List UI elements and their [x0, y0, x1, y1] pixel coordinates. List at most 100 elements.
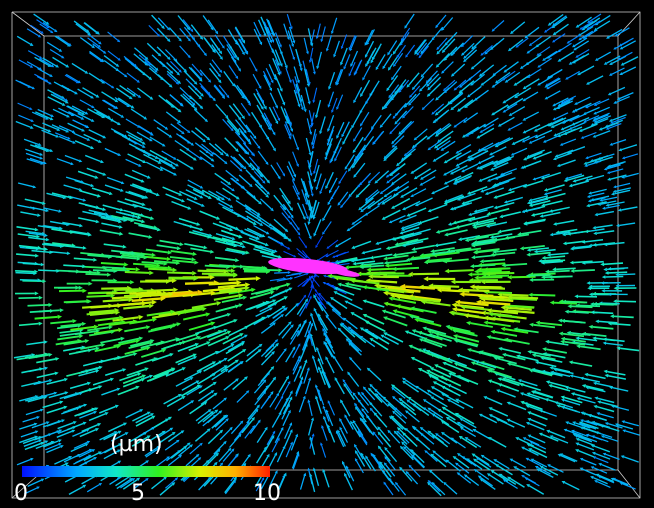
displacement-arrow [524, 134, 538, 142]
displacement-arrow [371, 454, 381, 467]
displacement-arrow [412, 188, 427, 197]
displacement-arrow-head [63, 405, 68, 410]
displacement-arrow-head [287, 409, 291, 414]
displacement-arrow [17, 102, 31, 110]
displacement-arrow-head [504, 79, 509, 83]
displacement-arrow [224, 479, 236, 494]
displacement-arrow [595, 457, 609, 464]
displacement-arrow-head [48, 81, 52, 85]
displacement-arrow [218, 220, 237, 230]
displacement-arrow [263, 112, 271, 125]
displacement-arrow-head [150, 413, 154, 417]
displacement-arrow [221, 296, 244, 303]
displacement-arrow [52, 56, 67, 67]
displacement-arrow-head [588, 191, 592, 195]
displacement-arrow-head [248, 141, 252, 145]
displacement-arrow-head [542, 57, 546, 61]
displacement-arrow-head [355, 157, 359, 161]
displacement-arrow-head [427, 86, 431, 91]
displacement-arrow-head [137, 372, 142, 376]
displacement-arrow-head [466, 321, 471, 326]
displacement-arrow-head [373, 412, 378, 416]
displacement-arrow [185, 78, 197, 90]
displacement-arrow [415, 128, 428, 139]
displacement-arrow [528, 458, 542, 467]
displacement-arrow [78, 450, 93, 458]
displacement-arrow-head [298, 272, 303, 276]
displacement-arrow [245, 207, 259, 217]
displacement-arrow [395, 185, 410, 196]
displacement-arrow [54, 456, 70, 465]
displacement-arrow [63, 346, 83, 352]
displacement-arrow [23, 138, 39, 146]
displacement-arrow-head [97, 423, 102, 427]
displacement-arrow-head [290, 324, 294, 328]
displacement-arrow-head [303, 294, 307, 298]
displacement-arrow-head [292, 57, 296, 61]
displacement-arrow [404, 378, 418, 389]
displacement-arrow [502, 211, 521, 218]
displacement-arrow-head [78, 334, 84, 339]
displacement-arrow-head [544, 96, 548, 100]
displacement-arrow [511, 106, 526, 115]
displacement-arrow-head [277, 255, 282, 259]
displacement-arrow-head [601, 275, 606, 279]
displacement-arrow [353, 256, 372, 262]
displacement-arrow [214, 416, 227, 428]
displacement-arrow-head [375, 66, 379, 71]
displacement-arrow [472, 123, 486, 133]
displacement-arrow [154, 369, 173, 378]
displacement-arrow [548, 341, 569, 346]
displacement-arrow-head [169, 427, 174, 431]
displacement-arrow [449, 358, 467, 367]
displacement-arrow [384, 209, 401, 219]
displacement-arrow-head [344, 282, 350, 287]
displacement-arrow [185, 455, 198, 467]
displacement-arrow [574, 245, 592, 249]
displacement-arrow-head [592, 336, 597, 341]
displacement-arrow-head [459, 291, 465, 297]
displacement-arrow [587, 228, 605, 233]
displacement-arrow-head [406, 399, 410, 403]
displacement-arrow-head [541, 275, 546, 280]
displacement-arrow [582, 468, 597, 476]
displacement-arrow [225, 343, 242, 355]
displacement-arrow [230, 422, 242, 435]
displacement-arrow [425, 327, 447, 335]
displacement-arrow [328, 125, 335, 140]
displacement-arrow [34, 73, 47, 81]
displacement-arrow [592, 476, 608, 485]
displacement-arrow [381, 183, 394, 193]
displacement-arrow [46, 41, 60, 51]
displacement-arrow-head [296, 453, 300, 457]
displacement-arrow [388, 172, 400, 183]
displacement-arrow [342, 121, 350, 135]
displacement-arrow [296, 202, 305, 218]
displacement-arrow [218, 202, 232, 211]
displacement-arrow [406, 44, 416, 56]
displacement-arrow [195, 42, 206, 55]
displacement-arrow-head [494, 142, 499, 146]
displacement-arrow-head [49, 309, 54, 313]
displacement-arrow [323, 418, 331, 434]
displacement-arrow [383, 335, 399, 345]
displacement-arrow-head [249, 183, 253, 188]
displacement-arrow [474, 239, 494, 245]
displacement-arrow [362, 200, 376, 211]
displacement-arrow-head [132, 214, 137, 218]
displacement-arrow-head [206, 341, 211, 345]
displacement-arrow-head [605, 203, 610, 207]
displacement-arrow-head [29, 42, 34, 46]
displacement-arrow-head [271, 435, 275, 439]
displacement-arrow-head [595, 473, 600, 477]
displacement-arrow-head [276, 437, 280, 441]
displacement-arrow-head [34, 291, 39, 296]
displacement-arrow [346, 467, 355, 482]
displacement-arrow-head [270, 32, 274, 36]
displacement-arrow-head [593, 111, 597, 115]
displacement-arrow [42, 21, 56, 31]
displacement-arrow-head [199, 77, 203, 81]
displacement-arrow-head [551, 24, 556, 29]
displacement-arrow [311, 200, 317, 216]
displacement-arrow [83, 360, 102, 367]
